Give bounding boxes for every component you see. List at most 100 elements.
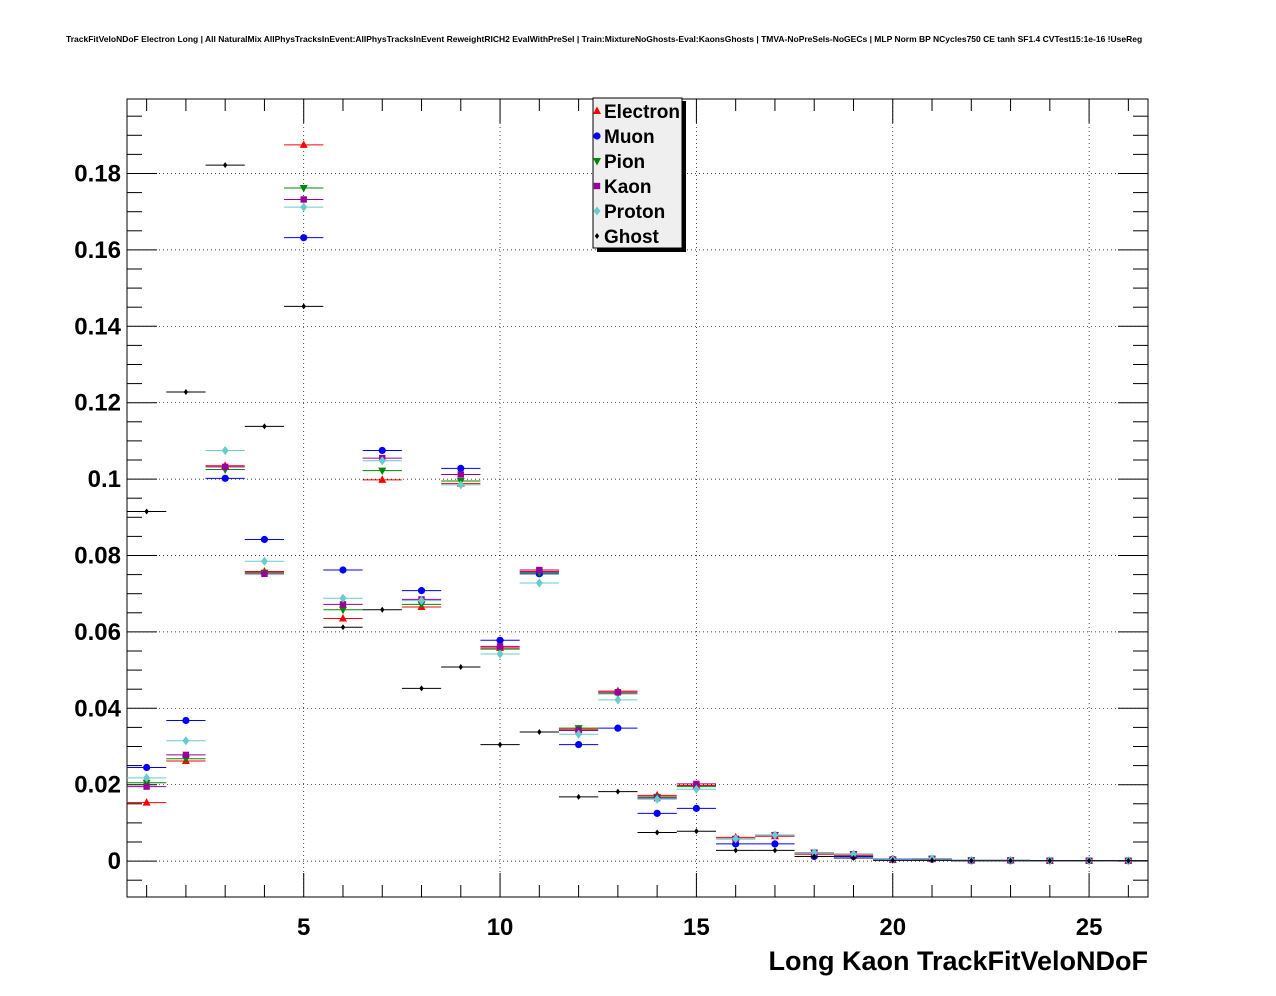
y-tick-label: 0.14 [74,313,121,340]
data-point-ghost [1086,857,1092,864]
data-point-ghost [851,855,856,862]
legend-marker-electron [593,106,601,114]
legend-marker-ghost [594,233,600,239]
data-point-ghost [301,303,306,310]
data-point-pion [338,606,347,615]
data-point-kaon [300,196,307,203]
x-axis: 5 10 15 20 25 [146,99,1129,941]
data-point-muon [614,724,622,732]
legend-label-muon: Muon [604,127,655,148]
data-point-ghost [576,793,581,800]
data-point-ghost [694,828,699,835]
x-axis-title: Long Kaon TrackFitVeloNDoF [768,946,1148,976]
data-point-muon [260,535,269,544]
data-point-muon [771,840,779,848]
data-point-electron [142,798,151,806]
data-point-ghost [1008,857,1013,864]
series-kaon [127,196,1148,864]
data-point-muon [182,716,190,725]
grid-lines [127,99,1148,897]
data-point-ghost [183,388,189,395]
y-tick-label: 0.16 [74,237,121,264]
data-point-ghost [497,741,503,748]
y-tick-label: 0.04 [74,695,121,722]
x-tick-label: 5 [297,914,310,941]
data-series [127,140,1148,866]
data-point-ghost [890,857,895,864]
data-point-pion [299,185,308,193]
data-point-kaon [182,751,190,759]
legend-label-ghost: Ghost [604,227,660,248]
data-point-muon [692,804,701,812]
data-point-muon [417,587,426,595]
data-point-kaon [496,643,504,650]
legend-marker-kaon [593,182,601,190]
legend-label-electron: Electron [604,102,680,123]
data-point-proton [182,736,190,746]
data-point-ghost [419,685,424,692]
y-tick-label: 0.12 [74,390,121,417]
data-point-muon [653,809,661,817]
data-point-muon [221,474,229,482]
data-point-proton [339,593,347,603]
data-point-kaon [339,601,347,608]
data-point-ghost [222,162,228,169]
data-point-proton [418,596,426,606]
data-point-kaon [143,783,150,790]
data-point-proton [614,695,622,705]
data-point-electron [378,475,387,483]
data-point-proton [810,848,818,858]
legend-label-proton: Proton [604,202,665,223]
x-tick-label: 10 [487,914,514,941]
data-point-ghost [537,728,542,735]
series-proton [127,202,1148,866]
x-tick-label: 25 [1076,914,1103,941]
y-tick-label: 0.1 [88,466,121,493]
data-point-pion [417,601,426,609]
legend-marker-muon [593,132,601,140]
series-pion [127,185,1148,866]
data-point-ghost [144,508,149,515]
y-tick-label: 0 [108,848,121,875]
data-point-proton [732,834,740,844]
data-point-ghost [262,423,267,430]
data-point-kaon [536,566,543,574]
series-ghost [127,162,1148,864]
data-point-muon [496,636,504,644]
y-tick-label: 0.02 [74,772,121,799]
data-point-ghost [615,788,621,795]
data-point-ghost [458,664,463,671]
data-point-muon [143,763,151,772]
data-point-ghost [969,857,974,864]
data-point-proton [692,784,700,794]
data-point-proton [653,794,661,804]
data-point-proton [575,729,583,739]
y-tick-label: 0.08 [74,542,121,569]
legend: Electron Muon Pion Kaon Proton Ghost [592,97,686,252]
data-point-proton [260,556,268,566]
data-point-proton [849,849,857,859]
data-point-muon [300,234,308,242]
legend-box [592,97,683,249]
data-point-ghost [1047,857,1053,864]
data-point-kaon [693,780,700,788]
legend-marker-pion [593,158,601,166]
data-point-proton [771,830,779,840]
data-point-ghost [733,847,738,854]
data-point-kaon [457,471,464,478]
data-point-kaon [261,570,268,578]
data-point-ghost [1126,857,1131,864]
y-tick-label: 0.18 [74,160,121,187]
x-tick-label: 15 [683,914,710,941]
data-point-ghost [929,857,935,864]
chart-title: TrackFitVeloNDoF Electron Long | All Nat… [66,34,1142,44]
y-axis: 0 0.02 0.04 0.06 0.08 0.1 0.12 0.14 0.16 0.18 [74,115,1148,881]
data-point-pion [378,467,387,476]
data-point-muon [339,566,347,574]
data-point-muon [574,740,583,749]
data-point-muon [378,446,386,455]
data-point-proton [221,445,229,455]
data-point-kaon [221,463,229,471]
x-tick-label: 20 [879,914,906,941]
